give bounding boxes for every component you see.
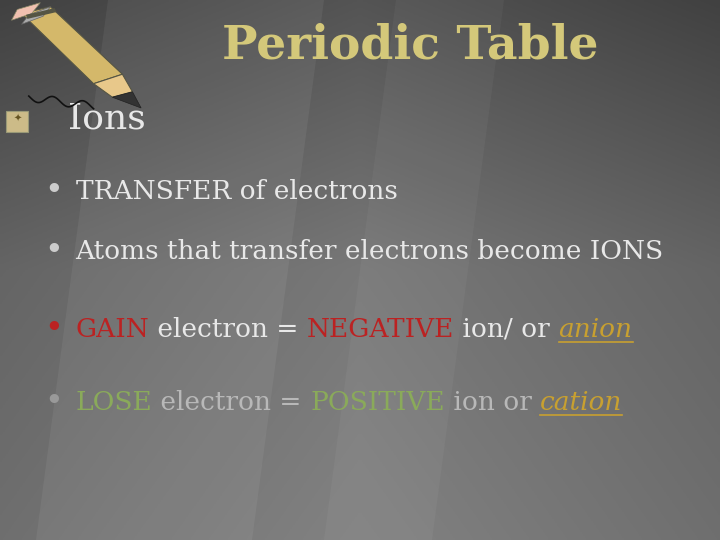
Polygon shape [22, 6, 122, 84]
Text: ✦: ✦ [13, 114, 22, 124]
Text: •: • [45, 176, 63, 207]
Text: •: • [45, 314, 63, 345]
Text: •: • [45, 235, 63, 267]
Text: NEGATIVE: NEGATIVE [307, 317, 454, 342]
Text: Ions: Ions [68, 102, 146, 136]
Polygon shape [112, 92, 141, 108]
Text: •: • [45, 387, 63, 418]
Text: ion/ or: ion/ or [454, 317, 559, 342]
Polygon shape [12, 3, 40, 20]
Text: electron =: electron = [149, 317, 307, 342]
Text: LOSE: LOSE [76, 390, 153, 415]
Text: cation: cation [540, 390, 622, 415]
Text: Atoms that transfer electrons become IONS: Atoms that transfer electrons become ION… [76, 239, 664, 264]
Polygon shape [26, 8, 56, 19]
Text: ion or: ion or [445, 390, 540, 415]
Text: TRANSFER of electrons: TRANSFER of electrons [76, 179, 397, 204]
FancyBboxPatch shape [6, 111, 28, 132]
Text: electron =: electron = [153, 390, 310, 415]
Text: Periodic Table: Periodic Table [222, 23, 598, 69]
Polygon shape [94, 74, 132, 97]
Text: GAIN: GAIN [76, 317, 149, 342]
Polygon shape [22, 6, 50, 24]
Text: anion: anion [559, 317, 633, 342]
Polygon shape [36, 0, 324, 540]
Text: POSITIVE: POSITIVE [310, 390, 445, 415]
